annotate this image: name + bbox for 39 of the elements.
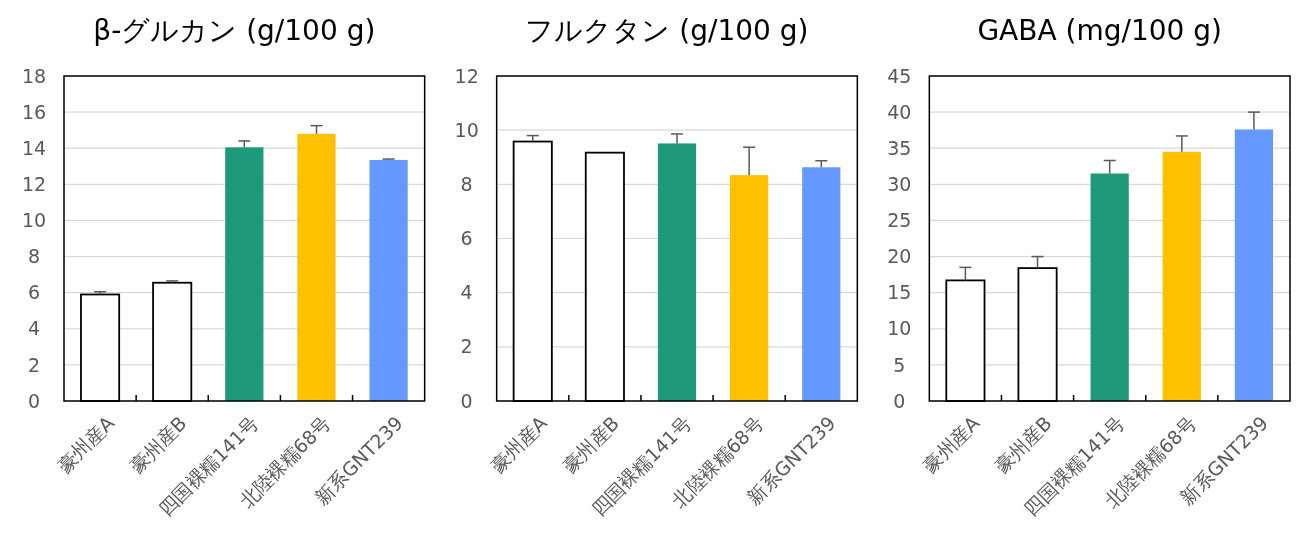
y-tick-label: 0: [27, 389, 41, 412]
y-tick-label: 0: [893, 389, 906, 412]
y-tick-label: 20: [887, 245, 912, 268]
y-tick-label: 40: [887, 100, 912, 123]
chart-title: フルクタン (g/100 g): [525, 14, 809, 47]
y-tick-label: 12: [21, 172, 47, 195]
y-tick-label: 18: [21, 64, 47, 87]
y-tick-label: 45: [887, 64, 912, 87]
bar: [1090, 173, 1129, 401]
x-tick-label: 豪州産A: [918, 411, 984, 477]
bar: [369, 159, 408, 401]
y-tick-label: 2: [27, 353, 41, 376]
y-tick-label: 14: [21, 136, 47, 159]
y-tick-label: 8: [27, 245, 41, 268]
y-tick-label: 30: [887, 172, 912, 195]
y-tick-label: 10: [887, 317, 912, 340]
y-tick-label: 4: [460, 281, 473, 304]
y-tick-label: 5: [893, 353, 906, 376]
y-tick-label: 15: [887, 281, 912, 304]
y-tick-label: 0: [460, 389, 473, 412]
bar: [297, 133, 336, 401]
chart-title: GABA (mg/100 g): [977, 14, 1222, 47]
y-tick-label: 4: [27, 317, 41, 340]
bar: [1162, 151, 1201, 401]
y-tick-label: 6: [27, 281, 41, 304]
chart-title: β-グルカン (g/100 g): [93, 14, 376, 47]
y-tick-label: 35: [887, 136, 912, 159]
y-tick-label: 12: [454, 64, 479, 87]
y-tick-label: 10: [21, 209, 47, 232]
x-tick-label: 豪州産A: [485, 411, 551, 477]
y-tick-label: 25: [887, 209, 912, 232]
x-tick-label: 豪州産A: [53, 411, 119, 477]
y-tick-label: 6: [460, 227, 473, 250]
bar: [225, 147, 264, 401]
y-tick-label: 10: [454, 118, 479, 141]
y-tick-label: 16: [21, 100, 47, 123]
y-tick-label: 8: [460, 172, 473, 195]
y-tick-label: 2: [460, 335, 473, 358]
bar: [1234, 129, 1274, 401]
